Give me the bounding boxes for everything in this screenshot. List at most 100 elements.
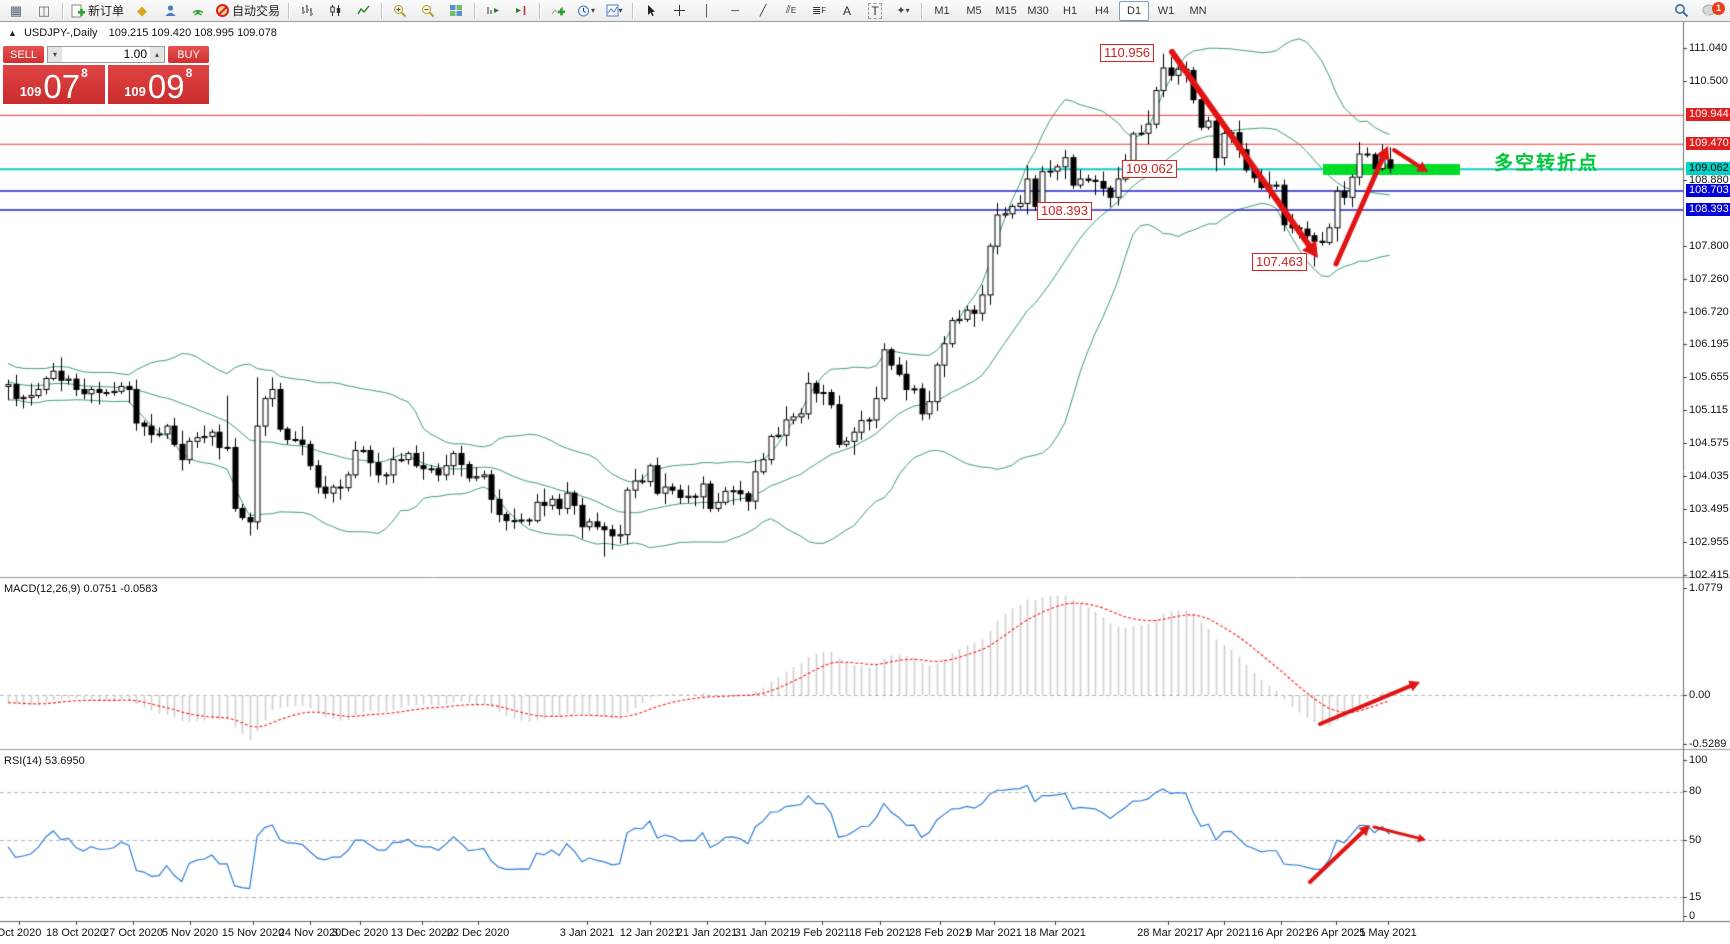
price-annotation-box[interactable]: 108.393 xyxy=(1037,202,1092,220)
signals-button[interactable] xyxy=(185,1,211,21)
crosshair-button[interactable] xyxy=(666,1,692,21)
volume-value[interactable]: 1.00 xyxy=(123,47,147,61)
sell-price-handle: 109 xyxy=(19,84,42,99)
horizontal-line-button[interactable]: ─ xyxy=(722,1,748,21)
timeframe-h4-button[interactable]: H4 xyxy=(1095,4,1110,17)
trendline-icon: ╱ xyxy=(759,5,767,17)
search-button[interactable] xyxy=(1668,1,1694,21)
buy-button[interactable]: BUY xyxy=(168,46,209,63)
periods-button[interactable]: ▾ xyxy=(573,1,599,21)
separator xyxy=(62,2,63,19)
tile-windows-button[interactable] xyxy=(443,1,469,21)
channel-icon: ⫽ xyxy=(785,4,791,16)
collapse-panel-icon[interactable]: ▲ xyxy=(8,28,17,38)
line-chart-button[interactable] xyxy=(350,1,376,21)
price-level-label[interactable]: 109.062 xyxy=(1686,162,1730,176)
fibonacci-letter: F xyxy=(821,6,827,15)
timeframe-m5-button[interactable]: M5 xyxy=(966,4,982,17)
timeframe-mn-button[interactable]: MN xyxy=(1189,4,1207,17)
time-axis-label: 7 Apr 2021 xyxy=(1197,927,1251,939)
price-annotation-box[interactable]: 107.463 xyxy=(1252,253,1307,271)
buy-price-pipette: 8 xyxy=(185,66,193,80)
channel-letter: E xyxy=(790,6,797,15)
turning-point-note[interactable]: 多空转折点 xyxy=(1494,153,1600,174)
time-axis-label: 15 Nov 2020 xyxy=(221,927,285,939)
rsi-scale-tick: 15 xyxy=(1689,891,1702,903)
volume-decrease-button[interactable]: ▾ xyxy=(48,47,62,62)
profiles-button[interactable]: ◫ xyxy=(31,1,57,21)
new-order-button[interactable]: 新订单 xyxy=(68,1,127,21)
autotrade-button[interactable]: 自动交易 xyxy=(213,1,283,21)
zoom-out-button[interactable] xyxy=(415,1,441,21)
timeframe-h1-button[interactable]: H1 xyxy=(1063,4,1078,17)
macd-scale-tick: -0.5289 xyxy=(1689,738,1727,750)
community-button[interactable]: 1 xyxy=(1696,1,1725,21)
zoom-in-button[interactable] xyxy=(387,1,413,21)
text-button[interactable]: A xyxy=(834,1,860,21)
dropdown-caret: ▾ xyxy=(905,6,910,15)
price-axis-tick: 103.495 xyxy=(1689,502,1729,515)
rsi-scale-tick: 50 xyxy=(1689,834,1702,846)
time-axis-label: 18 Mar 2021 xyxy=(1024,927,1086,939)
price-annotation-box[interactable]: 110.956 xyxy=(1100,44,1155,62)
arrows-tool-button[interactable]: ✦ ▾ xyxy=(890,1,916,21)
separator xyxy=(288,2,290,19)
text-label-button[interactable]: T xyxy=(862,1,888,21)
rsi-scale-tick: 0 xyxy=(1689,910,1696,922)
fibonacci-button[interactable]: ≣ F xyxy=(806,1,832,21)
price-level-label[interactable]: 109.470 xyxy=(1686,137,1730,151)
templates-icon xyxy=(606,4,619,17)
sell-button[interactable]: SELL xyxy=(3,46,44,63)
time-axis-label: 18 Feb 2021 xyxy=(849,927,911,939)
bar-chart-button[interactable] xyxy=(294,1,320,21)
trendline-button[interactable]: ╱ xyxy=(750,1,776,21)
indicators-button[interactable] xyxy=(545,1,571,21)
zoom-out-icon xyxy=(422,4,435,17)
new-chart-button[interactable]: ▦ xyxy=(3,1,29,21)
auto-scroll-button[interactable] xyxy=(480,1,506,21)
autotrade-disabled-icon xyxy=(216,4,230,17)
toolbar: ▦ ◫ 新订单 ◆ 自动交易 ▾ xyxy=(0,0,1730,22)
time-axis-label: 28 Mar 2021 xyxy=(1137,927,1199,939)
experts-button[interactable] xyxy=(157,1,183,21)
periods-clock-icon xyxy=(578,5,590,16)
price-level-label[interactable]: 108.703 xyxy=(1686,184,1730,198)
vertical-line-icon: │ xyxy=(703,4,711,17)
time-axis-label: Oct 2020 xyxy=(0,927,42,939)
price-axis-tick: 107.260 xyxy=(1689,273,1729,286)
buy-price-panel[interactable]: 109 09 8 xyxy=(107,65,209,104)
sell-price-pipette: 8 xyxy=(81,66,88,80)
timeframe-w1-button[interactable]: W1 xyxy=(1157,4,1175,17)
volume-increase-button[interactable]: ▴ xyxy=(150,47,164,62)
timeframe-d1-button[interactable]: D1 xyxy=(1119,0,1150,21)
macd-indicator-label: MACD(12,26,9) 0.0751 -0.0583 xyxy=(4,583,158,595)
price-axis-tick: 104.575 xyxy=(1689,436,1729,449)
timeframe-m1-button[interactable]: M1 xyxy=(934,4,950,17)
cursor-icon xyxy=(648,5,656,16)
cursor-button[interactable] xyxy=(638,1,664,21)
chart-shift-button[interactable] xyxy=(508,1,534,21)
timeframe-m15-button[interactable]: M15 xyxy=(995,4,1017,17)
macd-scale-tick: 1.0779 xyxy=(1689,582,1723,594)
new-chart-icon: ▦ xyxy=(9,3,23,18)
candlestick-button[interactable] xyxy=(322,1,348,21)
sell-price-panel[interactable]: 109 07 8 xyxy=(3,65,106,104)
price-annotation-box[interactable]: 109.062 xyxy=(1122,160,1177,178)
buy-price-handle: 109 xyxy=(124,84,146,99)
one-click-trading-panel: SELL ▾ 1.00 ▴ BUY 109 07 8 109 09 8 xyxy=(3,46,209,104)
price-level-label[interactable]: 109.944 xyxy=(1686,108,1730,122)
channel-button[interactable]: ⫽ E xyxy=(778,1,804,21)
time-axis-label: 3 Dec 2020 xyxy=(331,927,389,939)
templates-button[interactable]: ▾ xyxy=(601,1,627,21)
separator xyxy=(381,2,383,19)
timeframe-m30-button[interactable]: M30 xyxy=(1027,4,1049,17)
time-axis-label: 27 Oct 2020 xyxy=(103,927,163,939)
arrows-tool-icon: ✦ xyxy=(896,5,906,17)
vertical-line-button[interactable]: │ xyxy=(694,1,720,21)
price-axis-tick: 111.040 xyxy=(1689,42,1728,55)
gold-seal-button[interactable]: ◆ xyxy=(129,1,155,21)
price-level-label[interactable]: 108.393 xyxy=(1686,202,1730,216)
price-axis-tick: 104.035 xyxy=(1689,469,1729,482)
